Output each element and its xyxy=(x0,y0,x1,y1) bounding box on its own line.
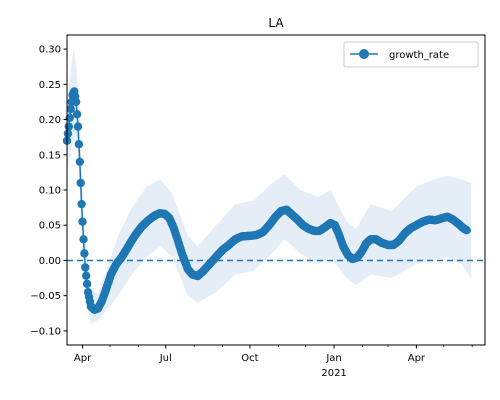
x-tick-label: Oct xyxy=(241,353,258,364)
data-point xyxy=(75,157,85,166)
x-tick-year-label: 2021 xyxy=(321,368,346,379)
x-tick-label: Jul xyxy=(159,353,172,364)
axes: −0.10 −0.05 0.00 0.05 0.10 0.15 0.20 0.25 0.30 Ap… xyxy=(30,34,486,379)
data-point xyxy=(74,140,84,149)
confidence-band xyxy=(67,49,472,324)
data-point xyxy=(72,110,82,119)
data-point xyxy=(81,263,90,272)
confidence-band-layer xyxy=(67,49,472,324)
legend-marker xyxy=(359,49,369,59)
y-tick-label: −0.10 xyxy=(30,326,61,337)
x-tick-label: Apr xyxy=(408,353,426,364)
data-point xyxy=(82,271,91,280)
data-point xyxy=(77,199,86,209)
data-point xyxy=(82,279,92,289)
data-point xyxy=(63,129,73,138)
chart-title: LA xyxy=(268,16,284,30)
data-point xyxy=(462,226,471,235)
y-tick-label: 0.30 xyxy=(39,45,61,56)
y-tick-label: 0.00 xyxy=(39,256,61,267)
x-tick-label: Apr xyxy=(74,353,92,364)
legend: growth_rate xyxy=(343,41,479,68)
y-tick-label: 0.10 xyxy=(39,186,61,197)
legend-label: growth_rate xyxy=(389,50,449,61)
data-point xyxy=(66,104,75,114)
data-point xyxy=(73,122,83,131)
y-tick-label: 0.15 xyxy=(39,150,61,161)
y-tick-label: 0.05 xyxy=(39,221,61,232)
data-point xyxy=(64,122,74,131)
y-tick-label: −0.05 xyxy=(30,291,61,302)
legend-box xyxy=(343,41,479,68)
data-point xyxy=(76,178,85,188)
plot-area xyxy=(62,49,485,324)
data-point xyxy=(78,217,87,226)
x-tick-label: Jan xyxy=(325,353,341,364)
data-point xyxy=(71,97,81,107)
data-point xyxy=(80,249,89,258)
data-point xyxy=(65,113,74,123)
data-point xyxy=(79,235,88,244)
y-tick-label: 0.25 xyxy=(39,80,61,91)
y-tick-label: 0.20 xyxy=(39,115,61,126)
series-layer xyxy=(62,87,471,314)
